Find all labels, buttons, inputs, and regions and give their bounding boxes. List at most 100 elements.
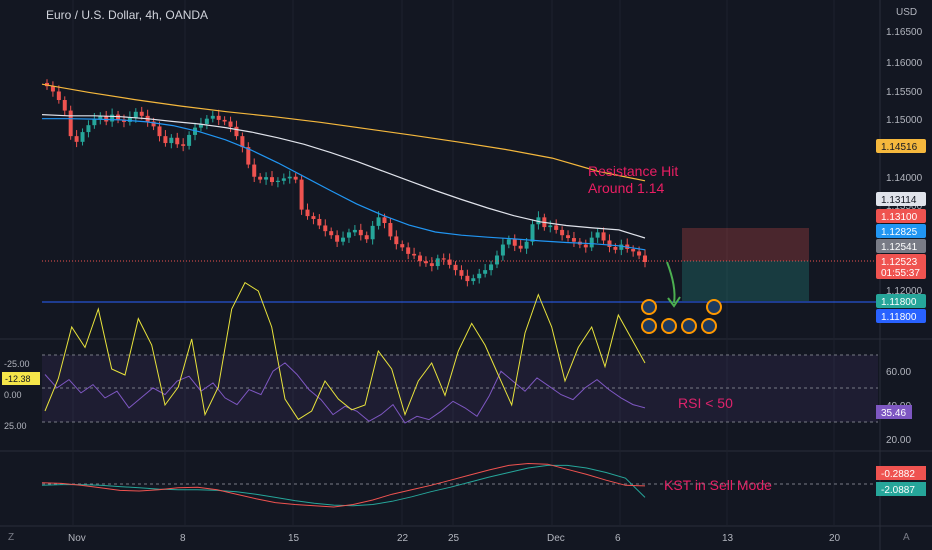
event-flag-icon — [701, 318, 717, 334]
candle-body — [453, 264, 458, 271]
stop-zone — [682, 228, 809, 261]
candle-body — [163, 136, 168, 144]
price-axis-tick: 1.15000 — [886, 115, 923, 126]
candle-body — [311, 216, 316, 219]
price-label: 1.14516 — [881, 142, 918, 153]
candle-body — [110, 114, 115, 122]
price-axis-tick: 1.13500 — [886, 201, 923, 212]
candle-body — [441, 258, 446, 260]
time-axis-tick: 13 — [722, 533, 734, 544]
price-label-box — [876, 254, 926, 268]
rsi-value-box — [876, 405, 912, 419]
candle-body — [317, 218, 322, 226]
price-axis-tick: 1.15500 — [886, 87, 923, 98]
candle-body — [252, 164, 257, 177]
cci-axis-tick: -25.00 — [4, 359, 30, 369]
kst-signal-value-box — [876, 482, 926, 496]
candle-body — [80, 132, 85, 142]
candle-body — [187, 134, 192, 146]
candle-body — [613, 246, 618, 250]
candle-body — [299, 179, 304, 210]
candle-body — [364, 235, 369, 240]
annotation-resistance-level: Around 1.14 — [588, 180, 664, 196]
kst-signal-line — [41, 464, 646, 507]
price-axis-tick: 1.14000 — [886, 173, 923, 184]
cci-line — [44, 281, 646, 421]
candle-body — [133, 111, 138, 118]
candle-body — [601, 232, 606, 241]
candle-body — [104, 115, 109, 122]
candle-body — [477, 273, 482, 279]
target-zone — [682, 261, 809, 301]
candle-body — [536, 217, 541, 225]
candle-body — [62, 100, 67, 111]
candle-body — [352, 229, 357, 233]
candle-body — [560, 229, 565, 236]
annotation-resistance: Resistance Hit — [588, 163, 678, 179]
price-label: 1.12825 — [881, 227, 918, 238]
candle-body — [181, 144, 186, 146]
symbol-title: Euro / U.S. Dollar, 4h, OANDA — [46, 8, 209, 22]
candle-body — [554, 225, 559, 230]
candle-body — [394, 236, 399, 245]
candle-body — [204, 118, 209, 124]
candle-body — [228, 121, 233, 127]
candle-body — [619, 244, 624, 250]
price-axis-tick: 1.16000 — [886, 58, 923, 69]
candle-body — [589, 237, 594, 248]
candle-body — [234, 126, 239, 137]
annotation-kst: KST in Sell Mode — [664, 477, 772, 493]
zoom-icon[interactable]: Z — [8, 532, 15, 543]
time-axis-tick: 6 — [615, 533, 621, 544]
candle-body — [157, 126, 162, 137]
candle-body — [524, 241, 529, 249]
cci-value-box — [2, 372, 40, 385]
candle-body — [376, 217, 381, 226]
candle-body — [370, 225, 375, 240]
rsi-axis-tick: 60.00 — [886, 367, 911, 378]
candle-body — [548, 225, 553, 228]
candle-body — [127, 117, 132, 122]
candle-body — [637, 251, 642, 256]
candle-body — [388, 223, 393, 237]
candle-body — [643, 255, 647, 262]
candle-body — [447, 259, 452, 265]
candle-body — [258, 176, 263, 180]
kst-value: -0.2882 — [881, 469, 915, 480]
candle-body — [571, 238, 576, 242]
candle-body — [329, 231, 334, 236]
candle-body — [583, 244, 588, 248]
currency-label[interactable]: USD — [896, 7, 918, 18]
time-axis-tick: 25 — [448, 533, 460, 544]
price-label-box — [876, 139, 926, 153]
candle-body — [169, 137, 174, 144]
price-axis-tick: 1.12000 — [886, 286, 923, 297]
annotation-rsi: RSI < 50 — [678, 395, 733, 411]
candle-body — [92, 119, 97, 126]
candle-body — [50, 86, 55, 92]
price-label: 1.12523 — [881, 257, 918, 268]
candle-body — [494, 255, 499, 265]
event-flag-icon — [661, 318, 677, 334]
price-label: 1.11800 — [881, 297, 917, 308]
cci-axis-tick: 25.00 — [4, 421, 27, 431]
candle-body — [98, 115, 103, 120]
candle-body — [631, 249, 636, 252]
ma-yellow-line — [41, 83, 646, 182]
ma-white-line — [41, 114, 646, 239]
candle-body — [566, 235, 571, 239]
candle-body — [287, 176, 292, 179]
time-axis-tick: 20 — [829, 533, 841, 544]
candle-body — [435, 258, 440, 267]
price-label: 01:55:37 — [881, 268, 920, 279]
kst-value-box — [876, 466, 926, 480]
candle-body — [412, 253, 417, 256]
candle-body — [335, 235, 340, 242]
candle-body — [74, 136, 79, 142]
time-axis-tick: 22 — [397, 533, 409, 544]
auto-scale-icon[interactable]: A — [903, 532, 910, 543]
rsi-value: 35.46 — [881, 408, 906, 419]
event-flag-icon — [641, 318, 657, 334]
candle-body — [275, 180, 280, 183]
